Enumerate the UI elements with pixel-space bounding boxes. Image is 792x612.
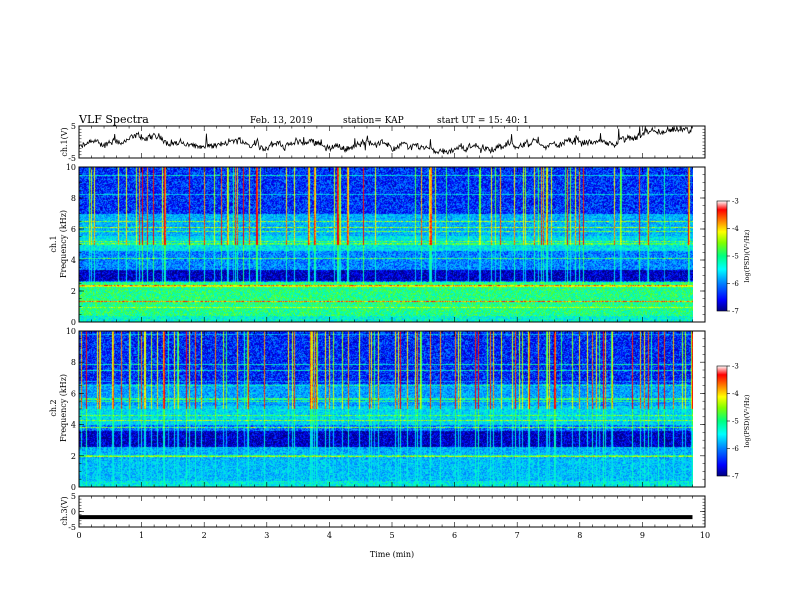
ch2-colorbar-gradient xyxy=(716,365,728,477)
ch3-waveform-y-tick-label: 5 xyxy=(71,492,76,501)
ch2-spectrogram-y-tick-label: 6 xyxy=(71,389,76,398)
ch3-waveform-y-tick-label: -5 xyxy=(68,523,76,532)
ch1-waveform-panel: -5 5 xyxy=(68,122,706,163)
ch2-channel-label: ch.2 xyxy=(49,399,58,416)
ch2-frequency-axis-label: Frequency (kHz) xyxy=(59,374,68,442)
colorbar-tick-label: -6 xyxy=(732,280,739,288)
ch1-channel-label: ch.1 xyxy=(49,235,58,252)
ch1-volt-axis-label: ch.1(V) xyxy=(60,127,69,156)
ch1-colorbar: log(PSD)(V²/Hz) -3 -4 -5 -6 -7 xyxy=(716,198,751,316)
time-axis-tick-label: 0 xyxy=(76,531,81,540)
ch1-waveform-y-tick-label: -5 xyxy=(68,154,76,163)
ch3-waveform-y-tick-label: 0 xyxy=(71,508,76,517)
ch1-spectrogram-image xyxy=(79,167,693,322)
colorbar-tick-label: -5 xyxy=(732,418,739,426)
ch1-colorbar-gradient xyxy=(716,200,728,312)
ch2-spectrogram-y-tick-label: 2 xyxy=(71,452,76,461)
time-axis-tick-label: 10 xyxy=(700,531,710,540)
ch1-spectrogram-y-tick-label: 6 xyxy=(71,225,76,234)
ch1-waveform-trace xyxy=(78,125,693,155)
ch2-spectrogram-y-tick-label: 4 xyxy=(71,421,76,430)
colorbar-tick-label: -6 xyxy=(732,445,739,453)
time-axis-tick-label: 3 xyxy=(264,531,269,540)
colorbar-tick-label: -7 xyxy=(732,473,739,481)
time-axis-label: Time (min) xyxy=(370,550,414,559)
ch2-spectrogram-y-tick-label: 10 xyxy=(66,327,76,336)
ch2-spectrogram-image xyxy=(79,331,693,487)
colorbar-tick-label: -4 xyxy=(732,390,739,398)
ch1-waveform-y-tick-label: 5 xyxy=(71,122,76,131)
ch1-spectrogram-y-tick-label: 0 xyxy=(71,318,76,327)
ch1-spectrogram-y-tick-label: 10 xyxy=(66,163,76,172)
ch1-frequency-axis-label: Frequency (kHz) xyxy=(59,210,68,278)
time-axis-tick-label: 2 xyxy=(202,531,207,540)
time-axis-tick-label: 7 xyxy=(515,531,520,540)
ch2-colorbar-label: log(PSD)(V²/Hz) xyxy=(743,394,751,447)
time-axis-tick-label: 9 xyxy=(640,531,645,540)
colorbar-tick-label: -4 xyxy=(732,225,739,233)
start-time-label: start UT = 15: 40: 1 xyxy=(437,116,529,126)
station-label: station= KAP xyxy=(343,116,404,126)
colorbar-tick-label: -7 xyxy=(732,308,739,316)
ch2-spectrogram-panel: 0 2 4 6 8 10 xyxy=(66,327,706,492)
colorbar-tick-label: -3 xyxy=(732,363,739,371)
ch2-spectrogram-y-tick-label: 0 xyxy=(71,483,76,492)
date-label: Feb. 13, 2019 xyxy=(250,116,313,126)
ch1-spectrogram-y-tick-label: 4 xyxy=(71,256,76,265)
time-axis-tick-label: 4 xyxy=(327,531,332,540)
ch1-spectrogram-panel: 0 2 4 6 8 10 xyxy=(66,163,706,327)
colorbar-tick-label: -3 xyxy=(732,198,739,206)
ch1-spectrogram-y-tick-label: 2 xyxy=(71,287,76,296)
ch2-colorbar: log(PSD)(V²/Hz) -3 -4 -5 -6 -7 xyxy=(716,363,751,481)
colorbar-tick-label: -5 xyxy=(732,253,739,261)
ch1-colorbar-label: log(PSD)(V²/Hz) xyxy=(743,229,751,282)
ch1-spectrogram-y-tick-label: 8 xyxy=(71,194,76,203)
time-axis-tick-label: 6 xyxy=(452,531,457,540)
time-axis-tick-label: 1 xyxy=(139,531,144,540)
ch2-spectrogram-y-tick-label: 8 xyxy=(71,358,76,367)
ch3-volt-axis-label: ch.3(V) xyxy=(60,496,69,525)
time-axis-tick-label: 5 xyxy=(389,531,394,540)
figure-title: VLF Spectra xyxy=(78,113,149,126)
time-axis-tick-label: 8 xyxy=(577,531,582,540)
